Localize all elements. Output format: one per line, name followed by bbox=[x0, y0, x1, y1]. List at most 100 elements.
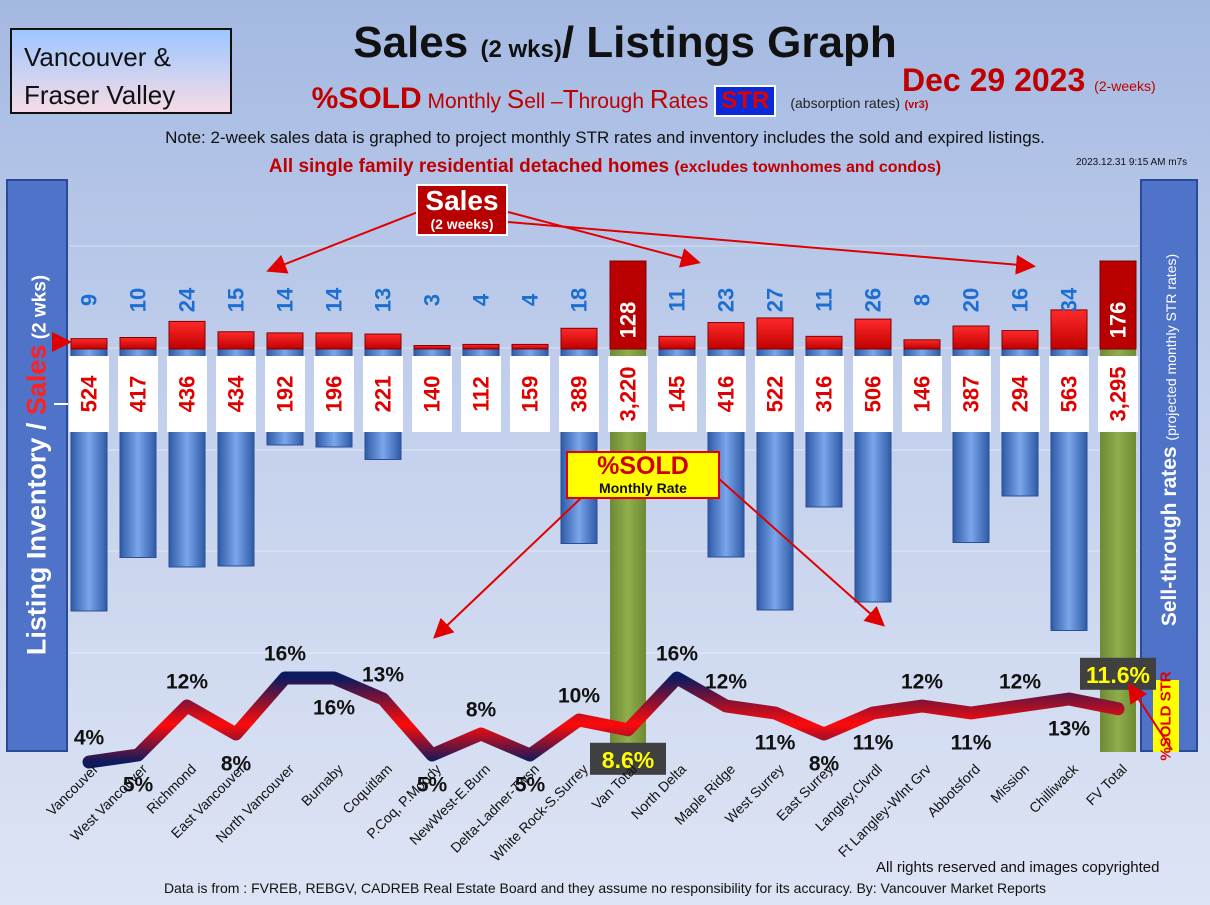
right-axis-panel bbox=[1140, 179, 1198, 752]
sold-label: 13% bbox=[362, 664, 404, 687]
sold-label: 8% bbox=[809, 753, 840, 776]
sales-arrow-left bbox=[266, 211, 419, 274]
listing-label: 3,295 bbox=[1106, 366, 1131, 421]
listing-label: 316 bbox=[812, 376, 837, 413]
listing-label-bg bbox=[118, 356, 158, 432]
listing-label: 146 bbox=[910, 376, 935, 413]
listing-label-bg bbox=[608, 356, 648, 432]
subtitle-s: S bbox=[506, 84, 525, 114]
sold-arrow-total bbox=[1127, 682, 1173, 751]
sold-arrow-right bbox=[717, 477, 885, 627]
sales-callout-sub: (2 weeks) bbox=[430, 216, 494, 232]
listing-label-bg bbox=[706, 356, 746, 432]
listing-label: 196 bbox=[322, 376, 347, 413]
left-axis-panel bbox=[6, 179, 68, 752]
sales-bar bbox=[658, 335, 696, 350]
sales-bar bbox=[315, 332, 353, 350]
x-tick-label: Delta-Ladner-Twsn bbox=[447, 761, 542, 856]
title-rest: / Listings Graph bbox=[561, 18, 897, 67]
sold-label: 8% bbox=[221, 753, 252, 776]
sold-label: 13% bbox=[1048, 718, 1090, 741]
sold-callout-sub: Monthly Rate bbox=[599, 480, 687, 496]
sales-bar bbox=[413, 345, 451, 350]
sales-bar bbox=[1050, 309, 1088, 350]
sold-label: 8.6% bbox=[602, 747, 654, 773]
title-small: (2 wks) bbox=[480, 36, 562, 63]
listing-label: 294 bbox=[1008, 375, 1033, 412]
listing-label-bg bbox=[510, 356, 550, 432]
listing-label-bg bbox=[755, 356, 795, 432]
timestamp: 2023.12.31 9:15 AM m7s bbox=[1076, 157, 1188, 168]
sales-bar bbox=[854, 318, 892, 350]
title-main: Sales bbox=[353, 18, 481, 67]
sold-label: 16% bbox=[313, 697, 355, 720]
sold-arrow-left bbox=[433, 479, 601, 639]
sales-bar bbox=[168, 320, 206, 350]
x-tick-label: Ft Langley-Wlnt Grv bbox=[835, 761, 934, 860]
listing-label-bg bbox=[461, 356, 501, 432]
listing-label-bg bbox=[951, 356, 991, 432]
sales-label: 9 bbox=[77, 294, 102, 306]
date-label: Dec 29 2023 (2-weeks) bbox=[902, 62, 1156, 99]
x-tick-label: FV Total bbox=[1083, 761, 1130, 808]
subhead-small: (excludes townhomes and condos) bbox=[674, 159, 942, 176]
subtitle-str-badge: STR bbox=[714, 85, 777, 117]
rights-text: All rights reserved and images copyright… bbox=[876, 859, 1160, 876]
listing-label-bg bbox=[1049, 356, 1089, 432]
listing-label-bg bbox=[1000, 356, 1040, 432]
sales-bar bbox=[266, 332, 304, 350]
subtitle-t: T bbox=[562, 84, 579, 114]
sales-bar bbox=[70, 338, 108, 350]
sales-label: 24 bbox=[175, 287, 200, 312]
listing-label: 506 bbox=[861, 376, 886, 413]
chart-title: Sales (2 wks)/ Listings Graph bbox=[240, 18, 1010, 68]
sales-label: 10 bbox=[126, 288, 151, 312]
chart-subhead: All single family residential detached h… bbox=[80, 156, 1130, 178]
listing-label-bg bbox=[1098, 356, 1138, 432]
sales-label: 4 bbox=[518, 293, 543, 306]
sold-callout: %SOLD Monthly Rate bbox=[566, 451, 720, 499]
sales-bar bbox=[119, 337, 157, 350]
listing-label: 524 bbox=[77, 375, 102, 412]
sales-label: 176 bbox=[1106, 302, 1131, 339]
sales-label: 14 bbox=[322, 287, 347, 312]
region-line1: Vancouver & bbox=[24, 42, 171, 72]
sales-callout: Sales (2 weeks) bbox=[416, 184, 508, 236]
sales-bar bbox=[756, 317, 794, 350]
sold-label: 16% bbox=[264, 643, 306, 666]
listing-label: 563 bbox=[1057, 376, 1082, 413]
sales-label: 23 bbox=[714, 288, 739, 312]
sold-label: 10% bbox=[558, 685, 600, 708]
date-value: Dec 29 2023 bbox=[902, 62, 1086, 98]
subtitle-sold: %SOLD bbox=[311, 82, 422, 115]
sales-bar bbox=[952, 325, 990, 350]
sold-label: 16% bbox=[656, 643, 698, 666]
sales-arrow-mid bbox=[507, 211, 701, 268]
listing-label: 112 bbox=[469, 376, 494, 412]
sold-label: 12% bbox=[999, 671, 1041, 694]
sold-label: 5% bbox=[515, 774, 546, 797]
sales-label: 14 bbox=[273, 287, 298, 312]
listing-label: 417 bbox=[126, 376, 151, 413]
sales-bar bbox=[903, 339, 941, 350]
sales-label: 3 bbox=[420, 294, 445, 306]
sold-label: 11.6% bbox=[1086, 662, 1150, 688]
sales-label: 128 bbox=[616, 302, 641, 339]
sold-callout-title: %SOLD bbox=[597, 452, 689, 480]
subtitle-ell: ell – bbox=[524, 90, 563, 113]
sold-total-bg bbox=[590, 742, 666, 775]
sales-bar bbox=[364, 333, 402, 350]
listing-label: 3,220 bbox=[616, 366, 641, 421]
subtitle-r: R bbox=[649, 84, 669, 114]
sales-label: 11 bbox=[665, 288, 690, 311]
sales-label: 18 bbox=[567, 288, 592, 312]
sales-bar bbox=[217, 331, 255, 350]
sales-label: 20 bbox=[959, 288, 984, 312]
date-note: (2-weeks) bbox=[1094, 78, 1156, 94]
listing-label: 434 bbox=[224, 375, 249, 412]
sales-label: 34 bbox=[1057, 287, 1082, 312]
sales-bar bbox=[805, 335, 843, 350]
x-tick-label: Abbotsford bbox=[924, 761, 983, 820]
source-text: Data is from : FVREB, REBGV, CADREB Real… bbox=[163, 880, 1047, 896]
sales-arrow-right bbox=[507, 221, 1036, 275]
